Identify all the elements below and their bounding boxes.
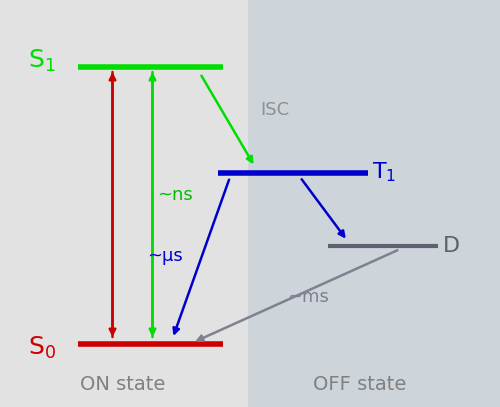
- Text: ~ms: ~ms: [288, 288, 330, 306]
- Text: S$_1$: S$_1$: [28, 48, 55, 74]
- FancyArrowPatch shape: [110, 72, 116, 334]
- Text: S$_0$: S$_0$: [28, 335, 56, 361]
- FancyArrowPatch shape: [202, 76, 252, 162]
- FancyArrowPatch shape: [150, 72, 156, 334]
- Text: ~ns: ~ns: [158, 186, 193, 204]
- FancyArrowPatch shape: [174, 179, 229, 333]
- Bar: [248, 0, 500, 407]
- FancyArrowPatch shape: [302, 179, 344, 236]
- Text: T$_1$: T$_1$: [372, 160, 396, 184]
- Text: ON state: ON state: [80, 375, 165, 394]
- Text: D: D: [442, 236, 460, 256]
- FancyArrowPatch shape: [110, 75, 116, 337]
- FancyArrowPatch shape: [198, 250, 398, 341]
- FancyArrowPatch shape: [150, 75, 156, 337]
- Text: OFF state: OFF state: [314, 375, 406, 394]
- Text: ~μs: ~μs: [148, 247, 183, 265]
- Bar: [0, 0, 248, 407]
- Text: ISC: ISC: [260, 101, 289, 119]
